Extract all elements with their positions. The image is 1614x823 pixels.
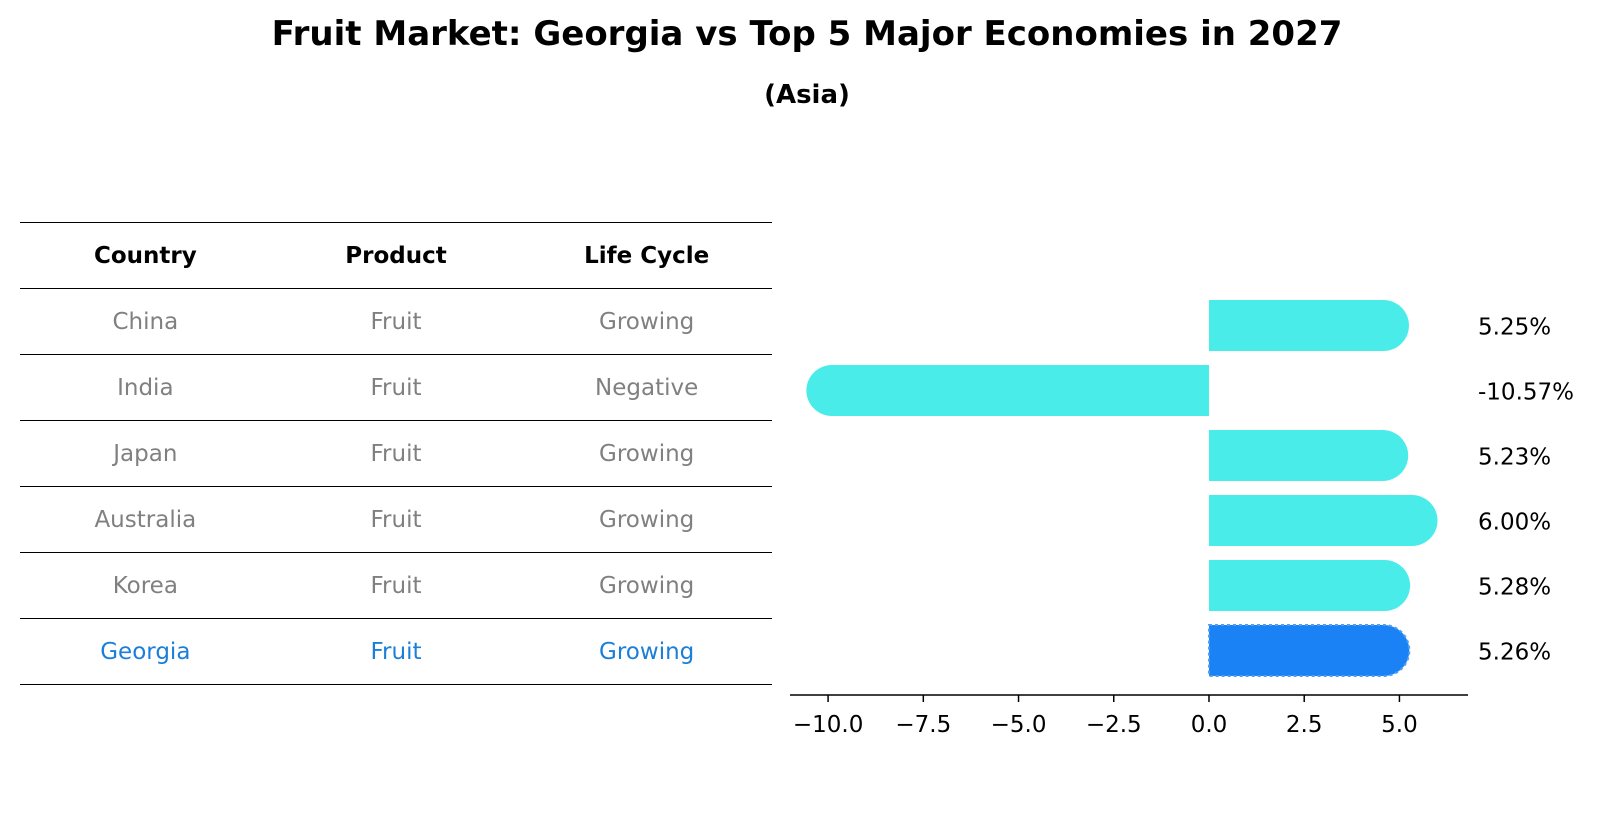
cell-country: China — [20, 288, 271, 355]
cell-life-cycle: Growing — [521, 552, 772, 619]
data-label: 5.23% — [1478, 445, 1551, 471]
bar-india — [806, 365, 1209, 416]
table-row-highlight: Georgia Fruit Growing — [20, 618, 772, 685]
data-label: 5.28% — [1478, 575, 1551, 601]
header-product: Product — [270, 222, 522, 289]
table-row: Australia Fruit Growing — [20, 486, 772, 553]
header-life-cycle: Life Cycle — [521, 222, 772, 289]
data-label: -10.57% — [1478, 380, 1574, 406]
table-row: China Fruit Growing — [20, 288, 772, 355]
cell-life-cycle: Growing — [521, 486, 772, 553]
market-table: Country Product Life Cycle China Fruit G… — [20, 222, 772, 685]
cell-country: Japan — [20, 420, 271, 487]
cell-country: Australia — [20, 486, 271, 553]
bar-china — [1208, 300, 1409, 351]
table-row: Korea Fruit Growing — [20, 552, 772, 619]
bar-japan — [1208, 430, 1409, 481]
cell-life-cycle: Growing — [521, 420, 772, 487]
cell-product: Fruit — [270, 420, 522, 487]
chart-title: Fruit Market: Georgia vs Top 5 Major Eco… — [271, 14, 1343, 54]
cell-product: Fruit — [270, 618, 522, 685]
cell-product: Fruit — [270, 354, 522, 421]
data-label: 5.26% — [1478, 640, 1551, 666]
chart-subtitle: (Asia) — [764, 80, 850, 110]
cell-country: Korea — [20, 552, 271, 619]
cell-life-cycle: Growing — [521, 288, 772, 355]
data-label: 5.25% — [1478, 315, 1551, 341]
bar-australia — [1208, 495, 1438, 546]
cell-country: Georgia — [20, 618, 271, 685]
table-row: India Fruit Negative — [20, 354, 772, 421]
table-header-row: Country Product Life Cycle — [20, 222, 772, 289]
x-tick-label: 0.0 — [1191, 712, 1228, 738]
bar-korea — [1208, 560, 1411, 611]
cell-product: Fruit — [270, 288, 522, 355]
x-tick-label: −7.5 — [895, 712, 951, 738]
data-label: 6.00% — [1478, 510, 1551, 536]
header-country: Country — [20, 222, 271, 289]
x-tick-label: 2.5 — [1286, 712, 1323, 738]
bar-georgia — [1207, 624, 1411, 677]
cell-product: Fruit — [270, 552, 522, 619]
cell-country: India — [20, 354, 271, 421]
x-tick-label: −10.0 — [793, 712, 863, 738]
cell-life-cycle: Growing — [521, 618, 772, 685]
x-tick-label: −5.0 — [991, 712, 1047, 738]
x-tick-label: 5.0 — [1381, 712, 1418, 738]
table-row: Japan Fruit Growing — [20, 420, 772, 487]
x-tick-label: −2.5 — [1086, 712, 1142, 738]
cell-product: Fruit — [270, 486, 522, 553]
